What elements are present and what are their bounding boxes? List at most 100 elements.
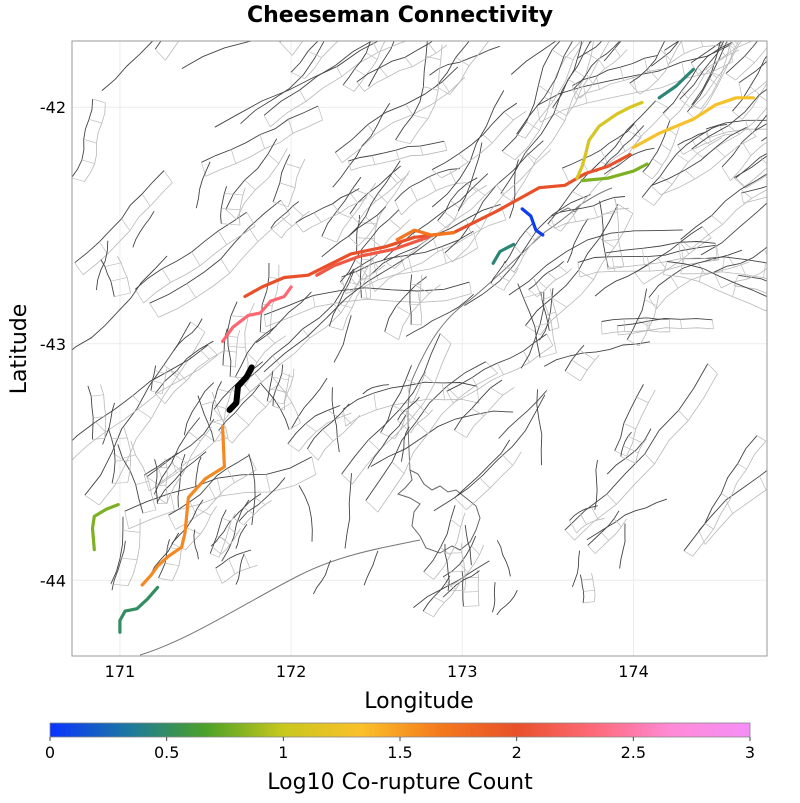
fault-section-edge <box>415 285 430 294</box>
fault-surface-outline <box>269 41 408 128</box>
fault-trace <box>543 341 651 367</box>
fault-trace <box>238 477 286 522</box>
fault-surface-outline <box>205 119 323 177</box>
fault-trace <box>464 525 472 566</box>
fault-trace <box>173 318 203 351</box>
fault-section-edge <box>224 350 237 353</box>
fault-section-edge <box>142 509 157 514</box>
fault-section-edge <box>431 169 442 179</box>
fault-section-edge <box>368 439 380 451</box>
fault-section-edge <box>573 69 586 78</box>
fault-section-edge <box>567 79 583 88</box>
fault-section-edge <box>599 237 615 248</box>
fault-section-edge <box>136 408 152 419</box>
fault-section-edge <box>728 125 740 135</box>
fault-trace <box>348 254 378 275</box>
fault-section-edge <box>415 421 429 434</box>
fault-trace <box>662 42 733 114</box>
fault-section-edge <box>681 61 686 79</box>
fault-section-edge <box>744 55 755 63</box>
fault-trace <box>577 41 603 59</box>
connected-fault-trace <box>90 503 120 552</box>
fault-section-edge <box>490 283 505 291</box>
fault-section-edge <box>446 391 454 403</box>
fault-section-edge <box>368 192 377 202</box>
fault-section-edge <box>397 419 412 434</box>
fault-section-edge <box>317 105 323 121</box>
connected-fault-trace <box>520 207 545 237</box>
fault-trace-network <box>72 0 767 618</box>
fault-section-edge <box>733 177 746 189</box>
fault-section-edge <box>342 84 355 92</box>
fault-trace <box>528 260 564 290</box>
colorbar-tick-label: 3 <box>745 743 755 762</box>
fault-section-edge <box>271 376 289 381</box>
fault-section-edge <box>583 14 592 18</box>
connected-fault-trace <box>140 425 226 587</box>
x-axis-ticks: 171 172 173 174 <box>105 662 649 681</box>
fault-trace <box>370 410 514 467</box>
fault-trace <box>312 560 331 595</box>
fault-trace <box>620 431 632 457</box>
fault-section-edge <box>221 208 240 211</box>
fault-section-edge <box>553 113 565 122</box>
fault-section-edge <box>367 124 376 135</box>
fault-trace <box>606 428 652 475</box>
fault-section-edge <box>676 153 689 163</box>
fault-section-edge <box>74 262 84 275</box>
fault-section-edge <box>756 435 767 442</box>
x-axis-label: Longitude <box>364 689 473 714</box>
fault-section-edge <box>371 155 376 165</box>
fault-section-edge <box>678 410 689 421</box>
fault-section-edge <box>490 387 503 396</box>
fault-section-edge <box>183 4 193 15</box>
fault-section-edge <box>414 401 429 415</box>
fault-surface-outline <box>238 187 246 226</box>
fault-surface-outline <box>503 267 519 291</box>
fault-section-edge <box>707 363 718 375</box>
fault-surface-outline <box>304 41 339 79</box>
fault-trace <box>587 510 620 546</box>
fault-section-edge <box>613 47 621 57</box>
fault-section-edge <box>161 268 171 283</box>
fault-section-edge <box>713 272 722 289</box>
fault-surface-outline <box>574 373 718 541</box>
fault-section-edge <box>680 319 682 329</box>
fault-section-edge <box>697 262 706 275</box>
fault-section-edge <box>267 400 284 405</box>
connected-faults <box>90 67 755 634</box>
fault-section-edge <box>564 370 581 382</box>
fault-section-edge <box>626 339 640 347</box>
fault-trace <box>383 173 489 261</box>
fault-trace <box>363 550 379 586</box>
fault-surface-outline <box>618 327 714 336</box>
fault-section-edge <box>366 52 378 60</box>
fault-section-edge <box>704 523 714 530</box>
fault-section-edge <box>154 370 167 375</box>
fault-trace <box>306 403 350 450</box>
fault-section-edge <box>377 193 388 204</box>
fault-section-edge <box>623 445 639 454</box>
fault-surface-outline <box>287 158 306 207</box>
fault-trace <box>101 41 154 91</box>
fault-trace <box>367 414 407 469</box>
fault-section-edge <box>729 0 738 2</box>
fault-surface-outline <box>345 398 480 427</box>
fault-section-edge <box>642 171 653 180</box>
fault-section-edge <box>611 256 615 272</box>
fault-trace <box>516 41 574 135</box>
fault-section-edge <box>678 242 681 259</box>
fault-section-edge <box>91 394 104 397</box>
fault-section-edge <box>691 104 702 110</box>
fault-surface-outline <box>452 149 552 263</box>
fault-section-edge <box>349 213 358 223</box>
fault-trace <box>562 123 635 169</box>
fault-trace <box>594 460 598 510</box>
fault-surface-outline <box>342 274 368 331</box>
fault-section-edge <box>469 282 472 294</box>
fault-trace <box>332 102 391 188</box>
fault-surface-outline <box>164 41 180 61</box>
fault-section-edge <box>549 327 560 331</box>
fault-section-edge <box>213 437 229 443</box>
fault-section-edge <box>114 292 131 298</box>
